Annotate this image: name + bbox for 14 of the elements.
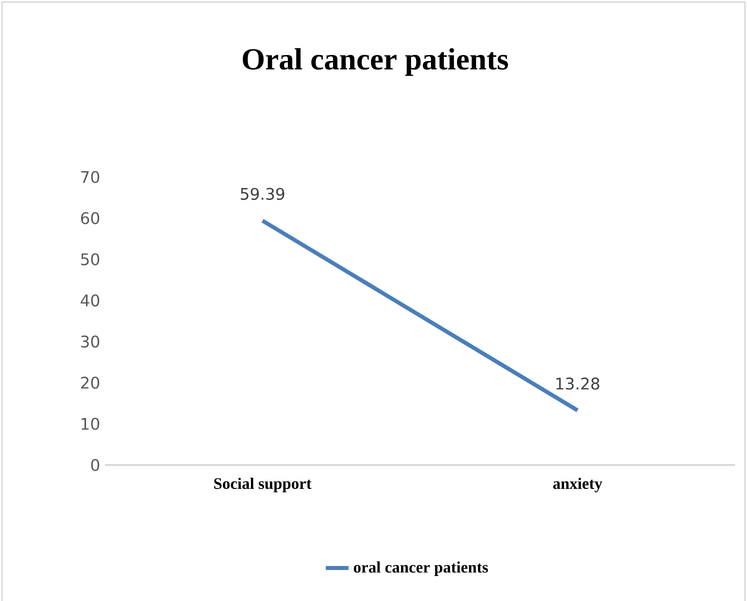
y-tick-label: 50	[81, 253, 100, 266]
y-tick-label: 20	[81, 376, 100, 389]
x-tick-label: Social support	[214, 478, 312, 492]
data-label: 59.39	[240, 188, 284, 200]
y-tick-label: 10	[82, 418, 100, 430]
y-tick-label: 40	[80, 294, 100, 306]
y-tick-label: 0	[91, 458, 100, 472]
x-tick-label: anxiety	[553, 478, 602, 492]
y-tick-label: 70	[81, 170, 100, 184]
y-tick-label: 30	[81, 336, 100, 348]
legend-label: oral cancer patients	[354, 561, 488, 576]
chart-title: Oral cancer patients	[242, 48, 508, 76]
data-label: 13.28	[556, 378, 600, 390]
y-tick-label: 60	[81, 212, 100, 224]
